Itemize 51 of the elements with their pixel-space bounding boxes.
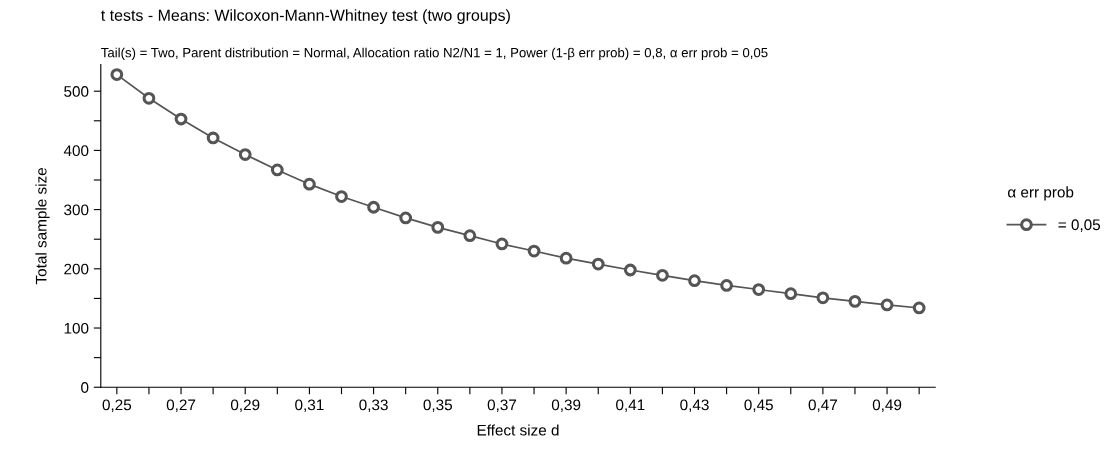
point bbox=[206, 131, 220, 145]
point bbox=[752, 283, 766, 296]
point bbox=[110, 68, 124, 81]
point bbox=[912, 301, 926, 315]
point bbox=[399, 211, 413, 225]
point bbox=[527, 244, 541, 258]
point bbox=[303, 177, 316, 191]
point bbox=[720, 279, 733, 292]
x-tick-label: 0,33 bbox=[359, 399, 388, 413]
point bbox=[495, 237, 509, 251]
x-tick-label: 0,25 bbox=[102, 399, 132, 413]
y-tick-label: 200 bbox=[64, 263, 89, 275]
point bbox=[174, 112, 188, 126]
x-tick-label: 0,45 bbox=[744, 399, 773, 413]
x-tick-label: 0,43 bbox=[680, 399, 709, 413]
x-tick-label: 0,37 bbox=[487, 399, 517, 413]
chart-subtitle: Tail(s) = Two, Parent distribution = Normal, Allocation ratio N2/N1 = 1, Power (1-β err prob) = 0,8, α err prob = 0,05 bbox=[101, 47, 768, 60]
point bbox=[623, 263, 637, 277]
point bbox=[335, 190, 348, 203]
point bbox=[367, 200, 380, 214]
point bbox=[463, 229, 477, 243]
legend-label: = 0,05 bbox=[1058, 219, 1101, 232]
y-axis-title: Total sample size bbox=[35, 167, 50, 285]
legend-title: α err prob bbox=[1008, 186, 1074, 201]
x-tick-label: 0,29 bbox=[230, 399, 260, 413]
point bbox=[880, 298, 894, 312]
point bbox=[656, 268, 669, 282]
y-tick-label: 100 bbox=[64, 322, 89, 334]
y-tick-label: 500 bbox=[64, 86, 89, 97]
x-tick-label: 0,35 bbox=[423, 399, 452, 413]
point bbox=[784, 287, 798, 301]
chart-title: t tests - Means: Wilcoxon-Mann-Whitney test (two groups) bbox=[101, 9, 510, 25]
point bbox=[688, 274, 701, 288]
x-tick-label: 0,47 bbox=[808, 399, 837, 413]
point bbox=[559, 251, 573, 265]
x-tick-label: 0,39 bbox=[551, 399, 581, 413]
x-tick-label: 0,49 bbox=[872, 399, 902, 413]
y-tick-label: 0 bbox=[81, 382, 89, 393]
point bbox=[848, 294, 862, 308]
point bbox=[816, 291, 830, 305]
x-tick-label: 0,31 bbox=[295, 399, 324, 413]
point bbox=[238, 148, 252, 161]
point bbox=[270, 163, 284, 177]
x-axis-title: Effect size d bbox=[477, 424, 559, 436]
point bbox=[431, 220, 445, 234]
point bbox=[142, 91, 156, 105]
point bbox=[591, 257, 605, 271]
x-tick-label: 0,27 bbox=[166, 399, 196, 413]
x-tick-label: 0,41 bbox=[616, 399, 645, 413]
y-tick-label: 400 bbox=[63, 145, 89, 157]
y-tick-label: 300 bbox=[64, 204, 89, 216]
